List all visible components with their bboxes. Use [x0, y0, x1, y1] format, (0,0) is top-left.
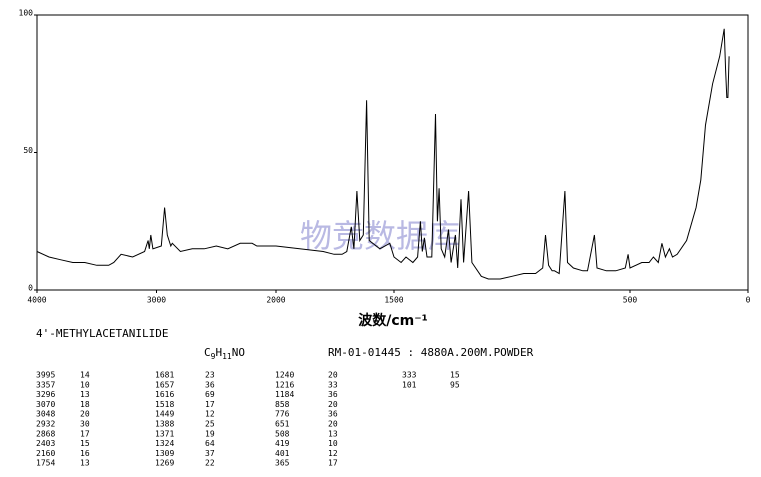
- peak-wavenumber: 651: [275, 420, 290, 429]
- peak-intensity: 69: [205, 390, 215, 399]
- peak-intensity: 20: [80, 410, 90, 419]
- peak-wavenumber: 1754: [36, 459, 55, 468]
- x-axis-label: 波数/cm⁻¹: [358, 312, 428, 329]
- peak-intensity: 13: [80, 459, 90, 468]
- peak-intensity: 16: [80, 449, 90, 458]
- peak-intensity: 17: [328, 459, 338, 468]
- x-tick-label: 2000: [266, 296, 285, 305]
- peak-wavenumber: 2868: [36, 429, 55, 438]
- spectrum-line: [36, 28, 730, 280]
- peak-wavenumber: 401: [275, 449, 290, 458]
- peak-wavenumber: 3995: [36, 371, 55, 380]
- peak-wavenumber: 1681: [155, 371, 174, 380]
- peak-wavenumber: 1269: [155, 459, 174, 468]
- peak-intensity: 17: [80, 429, 90, 438]
- peak-intensity: 17: [205, 400, 215, 409]
- peak-intensity: 36: [328, 390, 338, 399]
- peak-intensity: 33: [328, 380, 338, 389]
- peak-intensity: 22: [205, 459, 215, 468]
- peak-wavenumber: 3357: [36, 380, 55, 389]
- peak-wavenumber: 1309: [155, 449, 174, 458]
- peak-wavenumber: 1240: [275, 371, 294, 380]
- y-tick-label: 100: [19, 9, 34, 18]
- peak-intensity: 14: [80, 371, 90, 380]
- formula-part: H: [215, 346, 222, 359]
- peak-intensity: 18: [80, 400, 90, 409]
- formula-sub: 11: [222, 352, 232, 361]
- peak-intensity: 19: [205, 429, 215, 438]
- peak-intensity: 10: [80, 380, 90, 389]
- x-tick-label: 500: [623, 296, 638, 305]
- formula-sub: 9: [211, 352, 216, 361]
- x-tick-label: 4000: [27, 296, 46, 305]
- peak-intensity: 95: [450, 380, 460, 389]
- y-tick-label: 0: [28, 284, 33, 293]
- x-tick-label: 0: [746, 296, 751, 305]
- peak-wavenumber: 1616: [155, 390, 174, 399]
- x-tick-label: 1500: [384, 296, 403, 305]
- peak-intensity: 36: [205, 380, 215, 389]
- peak-wavenumber: 1371: [155, 429, 174, 438]
- peak-intensity: 13: [328, 429, 338, 438]
- peak-wavenumber: 2403: [36, 439, 55, 448]
- peak-intensity: 15: [450, 371, 460, 380]
- peak-wavenumber: 508: [275, 429, 290, 438]
- formula-part: NO: [232, 346, 245, 359]
- peak-wavenumber: 1657: [155, 380, 174, 389]
- peak-intensity: 15: [80, 439, 90, 448]
- peak-wavenumber: 2932: [36, 420, 55, 429]
- peak-wavenumber: 3070: [36, 400, 55, 409]
- peak-wavenumber: 419: [275, 439, 290, 448]
- watermark: 物竞数据库: [300, 217, 460, 255]
- peak-intensity: 64: [205, 439, 215, 448]
- peak-wavenumber: 1388: [155, 420, 174, 429]
- peak-wavenumber: 333: [402, 371, 417, 380]
- peak-wavenumber: 1518: [155, 400, 174, 409]
- peak-intensity: 23: [205, 371, 215, 380]
- peak-intensity: 20: [328, 371, 338, 380]
- peak-intensity: 10: [328, 439, 338, 448]
- peak-intensity: 30: [80, 420, 90, 429]
- peak-intensity: 20: [328, 420, 338, 429]
- peak-intensity: 20: [328, 400, 338, 409]
- sample-info: RM-01-01445 : 4880A.200M.POWDER: [328, 346, 534, 359]
- x-tick-label: 3000: [147, 296, 166, 305]
- peak-intensity: 12: [328, 449, 338, 458]
- peak-intensity: 13: [80, 390, 90, 399]
- peak-wavenumber: 1324: [155, 439, 174, 448]
- formula: C9H11NO: [204, 346, 245, 361]
- peak-wavenumber: 858: [275, 400, 290, 409]
- y-tick-label: 50: [23, 146, 33, 155]
- peak-wavenumber: 2160: [36, 449, 55, 458]
- peak-wavenumber: 3296: [36, 390, 55, 399]
- compound-name: 4'-METHYLACETANILIDE: [36, 327, 168, 340]
- peak-intensity: 25: [205, 420, 215, 429]
- peak-wavenumber: 3048: [36, 410, 55, 419]
- peak-intensity: 37: [205, 449, 215, 458]
- peak-intensity: 36: [328, 410, 338, 419]
- peak-wavenumber: 101: [402, 380, 417, 389]
- peak-wavenumber: 1216: [275, 380, 294, 389]
- formula-part: C: [204, 346, 211, 359]
- peak-wavenumber: 1449: [155, 410, 174, 419]
- peak-wavenumber: 776: [275, 410, 290, 419]
- peak-wavenumber: 365: [275, 459, 290, 468]
- peak-wavenumber: 1184: [275, 390, 294, 399]
- peak-intensity: 12: [205, 410, 215, 419]
